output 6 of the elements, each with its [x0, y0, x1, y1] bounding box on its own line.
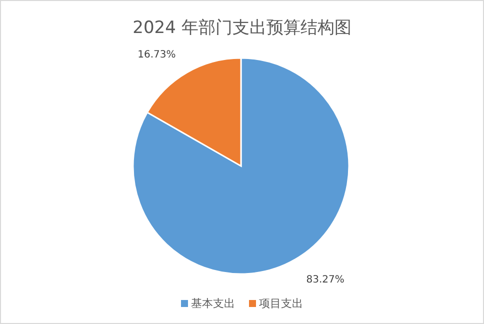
legend-label: 项目支出: [259, 297, 303, 310]
data-label: 83.27%: [306, 274, 344, 286]
chart-title: 2024 年部门支出预算结构图: [132, 18, 352, 38]
pie-slice: [132, 57, 350, 275]
legend-label: 基本支出: [191, 297, 235, 310]
data-label: 16.73%: [138, 50, 176, 61]
